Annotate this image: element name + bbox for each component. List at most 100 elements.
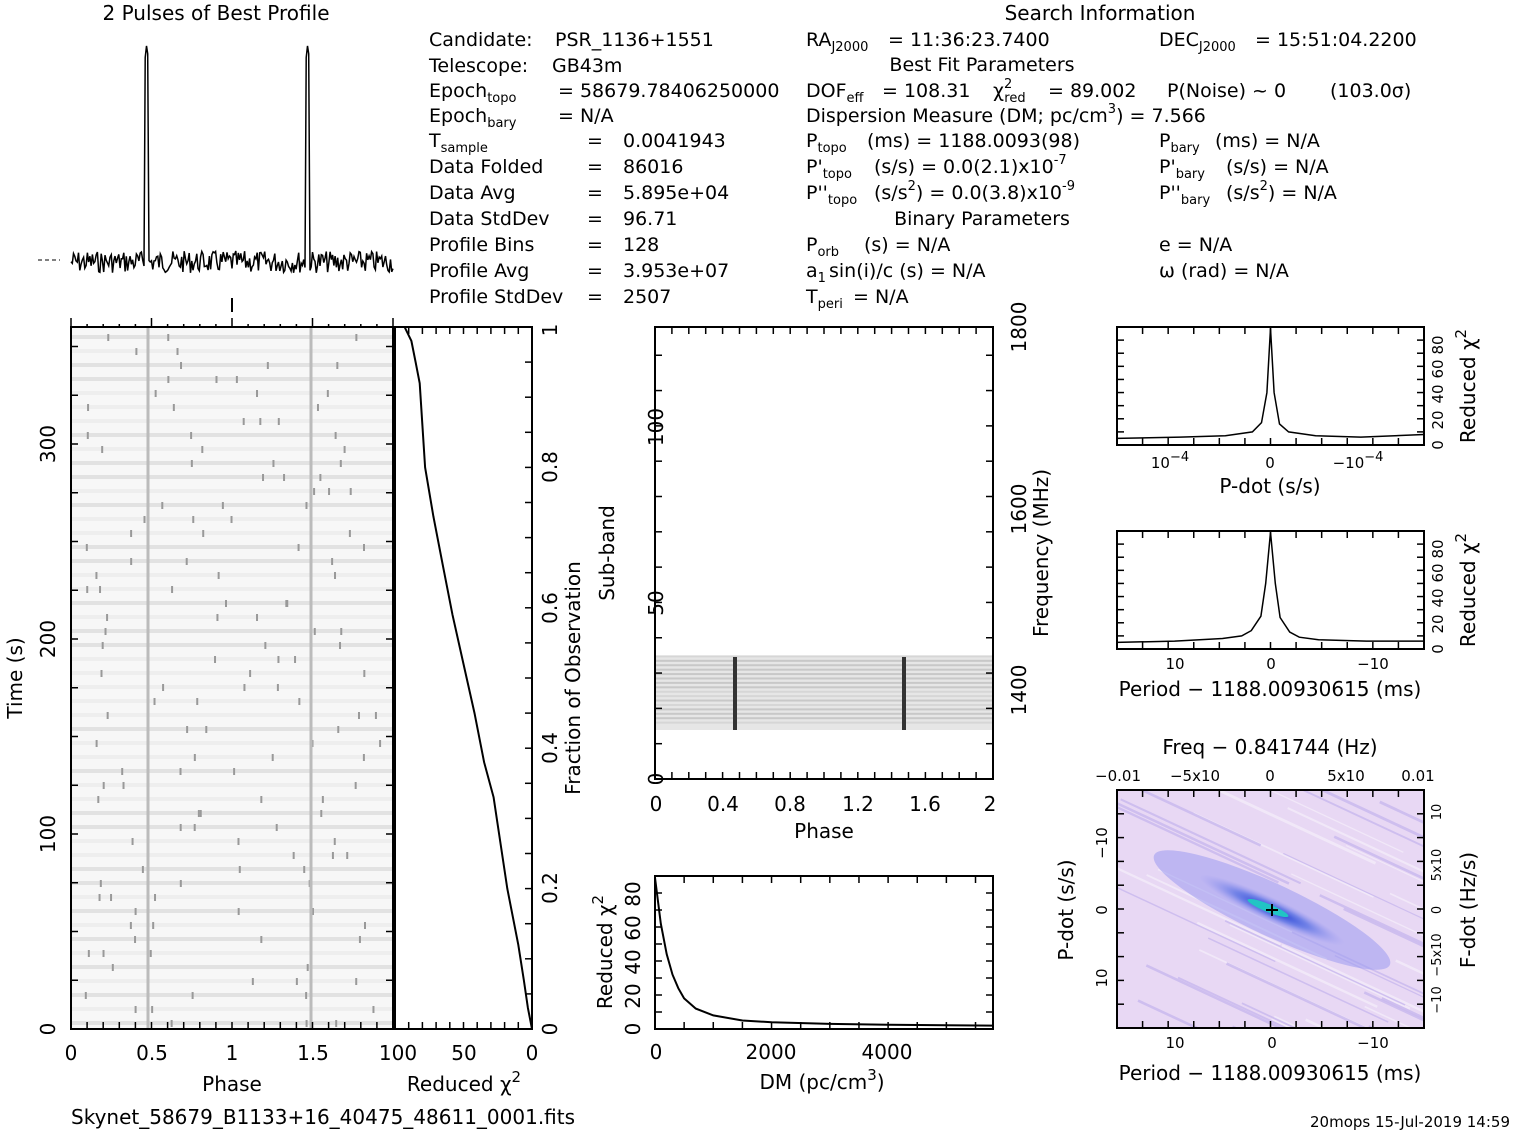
subband-row-7 [655, 686, 993, 689]
subband-row-8 [655, 690, 993, 693]
time-phase-speck-33-0 [97, 796, 100, 803]
time-phase-row-20 [71, 615, 393, 619]
dm-ylabel: Reduced χ2 [589, 895, 617, 1009]
candidate-info: Candidate: PSR_1136+1551 Telescope: GB43… [428, 29, 779, 308]
porb-label: Porb [806, 234, 839, 260]
tperi-label: Tperi [805, 286, 843, 312]
time-phase-speck-11-2 [328, 488, 331, 495]
data-avg-label: Data Avg [429, 182, 516, 204]
tp-xtick-2: 1 [226, 1041, 239, 1065]
time-phase-row-34 [71, 811, 393, 815]
data-folded-label: Data Folded [429, 156, 543, 178]
time-phase-speck-7-1 [334, 432, 337, 439]
time-phase-speck-40-1 [110, 894, 113, 901]
profile-bins-value: 128 [623, 234, 659, 256]
pe-xtick-0: 10 [1165, 655, 1184, 673]
p-pdot-streak-43 [1444, 837, 1517, 921]
epoch-bary-label: Epochbary [429, 105, 517, 131]
dm-ytick-2: 40 [621, 949, 645, 974]
time-phase-speck-9-0 [272, 460, 275, 467]
time-phase-speck-21-0 [104, 628, 107, 635]
data-folded-value: 86016 [623, 156, 683, 178]
profile-stddev-label: Profile StdDev [429, 286, 563, 308]
ra-value: = 11:36:23.7400 [888, 29, 1050, 51]
subband-row-2 [655, 664, 993, 667]
period-chi2-frame [1116, 530, 1425, 650]
time-phase-speck-39-1 [99, 880, 102, 887]
p-pdot-streak-4 [1389, 892, 1424, 911]
time-phase-row-24 [71, 671, 393, 675]
p-pdot-streak-54 [1281, 944, 1424, 1014]
time-phase-row-40 [71, 895, 393, 899]
profile-line [70, 45, 394, 275]
dof-label: DOFeff [806, 80, 865, 106]
time-phase-speck-7-2 [86, 432, 89, 439]
pdot-chi2-frame [1116, 326, 1425, 446]
telescope-value: GB43m [552, 55, 622, 77]
p-pdot-streak-22 [1117, 886, 1276, 963]
tc-xtick-2: 0 [526, 1041, 539, 1065]
time-phase-speck-46-2 [295, 978, 298, 985]
time-phase-speck-3-1 [167, 376, 170, 383]
p-pdot-peak [1247, 898, 1289, 918]
time-phase-speck-8-2 [101, 446, 104, 453]
dm-text: Dispersion Measure (DM; pc/cm3) = 7.566 [806, 102, 1206, 127]
dm-xtick-2: 4000 [862, 1040, 913, 1064]
ptopo-value: (ms) = 1188.0093(98) [867, 130, 1080, 152]
pd-xlabel: P-dot (s/s) [1219, 474, 1320, 498]
time-phase-speck-27-2 [357, 712, 360, 719]
time-phase-row-2 [71, 363, 393, 367]
dm-ytick-0: 0 [621, 1023, 645, 1036]
time-phase-row-4 [71, 391, 393, 395]
p-pdot-streak-40 [1138, 790, 1262, 847]
sb-rtick-2: 1800 [1007, 302, 1031, 353]
time-phase-speck-12-0 [221, 502, 224, 509]
time-phase-speck-29-2 [311, 740, 314, 747]
pp-toptick-1: −5x10 [1170, 767, 1220, 785]
time-phase-speck-44-1 [149, 950, 152, 957]
subband-row-0 [655, 655, 993, 658]
profile-avg-value: 3.953e+07 [623, 260, 729, 282]
time-phase-speck-48-0 [372, 1006, 375, 1013]
time-phase-speck-16-2 [331, 558, 334, 565]
tc-ytick-5: 1 [538, 324, 562, 337]
time-phase-speck-18-1 [99, 586, 102, 593]
epoch-bary-value: = N/A [558, 105, 614, 127]
time-phase-speck-13-2 [192, 516, 195, 523]
subband-row-12 [655, 708, 993, 711]
run-stamp: 20mops 15-Jul-2019 14:59 [1310, 1113, 1510, 1131]
time-phase-speck-49-0 [335, 1020, 338, 1027]
time-phase-speck-16-1 [185, 558, 188, 565]
p-pdot-streak-5 [1145, 964, 1284, 1028]
time-phase-row-11 [71, 489, 393, 493]
time-phase-row-26 [71, 699, 393, 703]
time-phase-speck-48-2 [151, 1006, 154, 1013]
profile-avg-eq: = [587, 260, 603, 282]
pddot-topo-value: (s/s2) = 0.0(3.8)x10-9 [874, 179, 1075, 204]
time-phase-speck-17-2 [334, 572, 337, 579]
time-phase-speck-28-0 [337, 726, 340, 733]
time-chi2-ticks [394, 326, 533, 1030]
data-folded-eq: = [587, 156, 603, 178]
pdot-chi2-line [1116, 328, 1425, 440]
time-phase-speck-18-2 [171, 586, 174, 593]
sb-ytick-1: 50 [644, 590, 668, 615]
pp-toptick-4: 0.01 [1401, 767, 1434, 785]
time-phase-speck-49-2 [170, 1020, 173, 1027]
time-phase-speck-14-0 [348, 530, 351, 537]
period-chi2-ticks [1116, 530, 1425, 650]
search-info: RAJ2000 = 11:36:23.7400 DECJ2000 = 15:51… [805, 29, 1417, 312]
time-phase-speck-4-2 [326, 390, 329, 397]
time-phase-speck-14-1 [202, 530, 205, 537]
time-phase-speck-21-2 [313, 628, 316, 635]
pd-xtick-1: 0 [1265, 454, 1275, 472]
pp-rtick-2: 0 [1430, 906, 1445, 914]
time-phase-speck-5-0 [316, 404, 319, 411]
time-phase-speck-48-1 [134, 1006, 137, 1013]
p-pdot-streak-52 [1319, 894, 1424, 946]
dec-value: = 15:51:04.2200 [1255, 29, 1417, 51]
time-phase-speck-15-0 [297, 544, 300, 551]
dm-chi2-panel: 0 2000 4000 DM (pc/cm3) 0 20 40 60 80 Re… [589, 875, 994, 1094]
pp-xlabel: Period − 1188.00930615 (ms) [1119, 1061, 1422, 1085]
